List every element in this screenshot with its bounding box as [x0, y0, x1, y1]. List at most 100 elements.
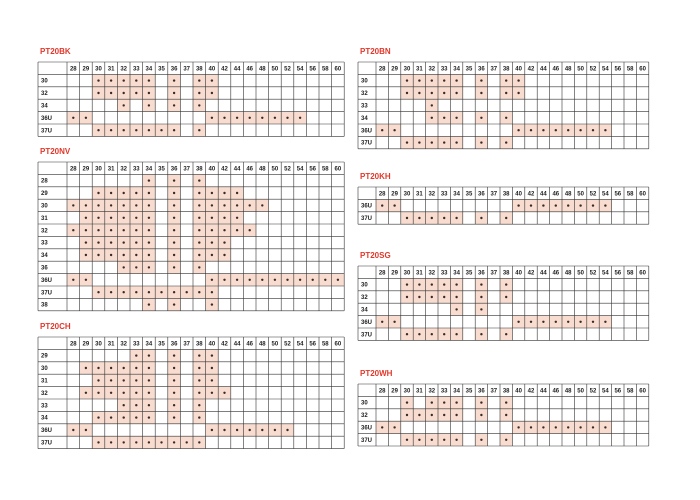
size-cell: [92, 261, 105, 274]
availability-dot: [443, 116, 446, 120]
size-cell: [438, 303, 451, 316]
column-label: 31: [108, 166, 115, 172]
availability-dot: [97, 79, 100, 82]
column-label: 52: [284, 66, 291, 72]
size-cell: [293, 248, 307, 262]
size-cell: [142, 111, 156, 124]
size-cell: [180, 211, 193, 224]
availability-dot: [311, 278, 314, 281]
availability-dot: [430, 91, 433, 95]
size-cell: [92, 349, 105, 362]
size-cell: [79, 374, 93, 387]
size-cell: [611, 408, 624, 422]
size-cell: [306, 124, 319, 137]
size-cell: [230, 436, 244, 449]
availability-dot: [135, 241, 138, 244]
size-cell: [586, 303, 600, 316]
size-cell: [537, 408, 550, 422]
row-label: 34: [41, 103, 48, 109]
column-label: 42: [528, 270, 535, 276]
size-cell: [230, 261, 244, 274]
column-label: 28: [379, 270, 386, 276]
availability-dot: [223, 229, 226, 232]
availability-dot: [235, 204, 239, 207]
size-cell: [331, 124, 345, 137]
availability-dot: [135, 191, 138, 195]
availability-dot: [430, 438, 433, 441]
size-cell: [376, 290, 389, 304]
size-cell: [611, 278, 624, 291]
size-cell: [293, 261, 307, 274]
size-cell: [293, 86, 307, 100]
size-cell: [537, 290, 550, 304]
row-label: 32: [41, 91, 48, 97]
availability-dot: [147, 303, 151, 306]
size-cell: [562, 86, 575, 100]
size-cell: [104, 298, 118, 311]
column-label: 29: [83, 166, 90, 172]
availability-dot: [84, 366, 88, 370]
size-cell: [256, 386, 269, 399]
availability-dot: [430, 104, 433, 107]
size-cell: [636, 315, 649, 328]
size-cell: [281, 286, 294, 299]
column-label: 40: [515, 191, 522, 197]
size-cell: [462, 278, 476, 291]
availability-dot: [393, 320, 396, 323]
column-label: 31: [416, 191, 423, 197]
size-cell: [117, 273, 130, 286]
size-cell: [388, 278, 401, 291]
size-cell: [537, 303, 550, 316]
column-label: 29: [391, 270, 398, 276]
size-cell: [293, 423, 307, 437]
size-cell: [92, 273, 105, 286]
availability-dot: [591, 426, 595, 429]
size-cell: [79, 86, 93, 100]
availability-dot: [298, 116, 302, 120]
availability-dot: [84, 253, 88, 257]
size-cell: [331, 74, 345, 87]
size-cell: [218, 86, 231, 100]
availability-dot: [135, 391, 138, 394]
availability-dot: [517, 426, 520, 429]
availability-dot: [529, 204, 533, 207]
row-label: 34: [361, 307, 368, 313]
size-cell: [574, 211, 587, 225]
availability-dot: [198, 129, 201, 132]
size-cell: [67, 386, 80, 399]
size-cell: [475, 124, 488, 137]
column-label: 44: [234, 166, 241, 172]
size-cell: [599, 303, 612, 316]
size-cell: [79, 124, 93, 137]
size-cell: [636, 278, 649, 291]
size-cell: [512, 396, 525, 409]
availability-dot: [235, 116, 239, 120]
size-cell: [462, 124, 476, 137]
availability-dot: [147, 391, 151, 394]
size-cell: [624, 211, 637, 225]
availability-dot: [172, 379, 176, 382]
size-cell: [549, 74, 562, 87]
size-cell: [256, 99, 269, 112]
column-label: 46: [552, 66, 559, 72]
size-cell: [537, 211, 550, 225]
availability-dot: [505, 283, 508, 286]
column-label: 46: [246, 341, 253, 347]
availability-dot: [109, 229, 113, 232]
availability-dot: [455, 216, 458, 220]
size-cell: [331, 423, 345, 437]
column-label: 40: [209, 341, 216, 347]
availability-dot: [109, 366, 113, 370]
availability-dot: [554, 204, 557, 207]
availability-dot: [172, 216, 176, 219]
size-cell: [218, 361, 231, 375]
availability-dot: [223, 204, 226, 207]
size-cell: [230, 86, 244, 100]
availability-dot: [443, 216, 446, 220]
availability-dot: [405, 401, 409, 404]
size-cell: [256, 261, 269, 274]
column-label: 60: [335, 166, 342, 172]
size-cell: [487, 396, 500, 409]
availability-dot: [480, 295, 483, 299]
size-cell: [319, 111, 332, 124]
